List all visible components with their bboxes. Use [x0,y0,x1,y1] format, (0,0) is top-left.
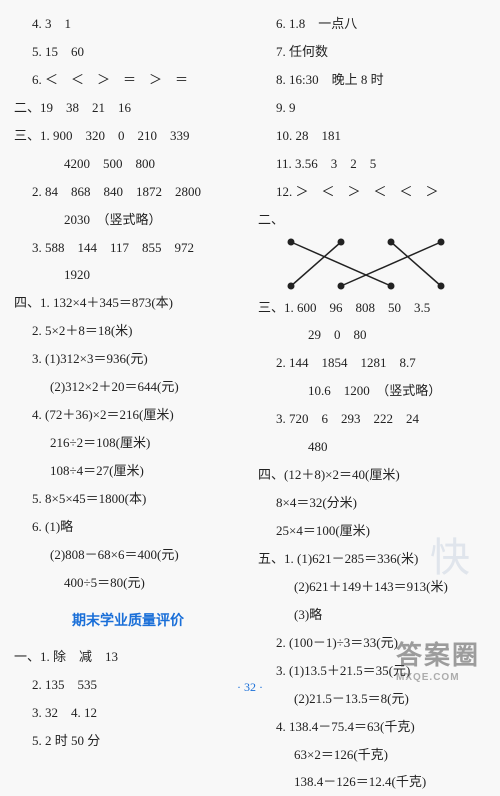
text-line: 三、1. 600 96 808 50 3.5 [258,294,486,322]
text-line: 108÷4＝27(厘米) [14,457,242,485]
text-line: 6. 1.8 一点八 [258,10,486,38]
text-line: 25×4＝100(厘米) [258,517,486,545]
left-column: 4. 3 1 5. 15 60 6. ＜ ＜ ＞ ＝ ＞ ＝ 二、19 38 2… [14,10,250,670]
text-line: 2. 144 1854 1281 8.7 [258,349,486,377]
text-line: 63×2＝126(千克) [258,741,486,769]
text-line: 四、1. 132×4＋345＝873(本) [14,289,242,317]
text-line: 400÷5＝80(元) [14,569,242,597]
text-line: 8×4＝32(分米) [258,489,486,517]
text-line: 四、(12＋8)×2＝40(厘米) [258,461,486,489]
section-title: 期末学业质量评价 [14,607,242,637]
text-line: 3. 588 144 117 855 972 [14,234,242,262]
text-line: 7. 任何数 [258,38,486,66]
page-number: · 32 · [0,680,500,695]
text-line: 9. 9 [258,94,486,122]
matching-svg [276,234,476,294]
text-line: 6. ＜ ＜ ＞ ＝ ＞ ＝ [14,66,242,94]
matching-diagram [276,234,486,294]
right-column: 6. 1.8 一点八 7. 任何数 8. 16:30 晚上 8 时 9. 9 1… [250,10,486,670]
text-line: 3. 720 6 293 222 24 [258,405,486,433]
text-line: 2. (100－1)÷3＝33(元) [258,629,486,657]
text-line: 5. 2 时 50 分 [14,727,242,755]
text-line: 5. 8×5×45＝1800(本) [14,485,242,513]
text-line: 1920 [14,261,242,289]
text-line: 480 [258,433,486,461]
text-line: 8. 16:30 晚上 8 时 [258,66,486,94]
text-line: 12. ＞ ＜ ＞ ＜ ＜ ＞ [258,178,486,206]
text-line: 10. 28 181 [258,122,486,150]
text-line: 6. (1)略 [14,513,242,541]
text-line: 11. 3.56 3 2 5 [258,150,486,178]
text-line: 4. (72＋36)×2＝216(厘米) [14,401,242,429]
text-line: 3. (1)312×3＝936(元) [14,345,242,373]
text-line: 216÷2＝108(厘米) [14,429,242,457]
text-line: 二、 [258,206,486,234]
text-line: 138.4－126＝12.4(千克) [258,768,486,796]
text-line: (2)621＋149＋143＝913(米) [258,573,486,601]
text-line: 10.6 1200 （竖式略） [258,377,486,405]
text-line: (2)312×2＋20＝644(元) [14,373,242,401]
text-line: 5. 15 60 [14,38,242,66]
text-line: 2. 84 868 840 1872 2800 [14,178,242,206]
text-line: 五、1. (1)621－285＝336(米) [258,545,486,573]
text-line: 29 0 80 [258,321,486,349]
text-line: (2)808－68×6＝400(元) [14,541,242,569]
text-line: 二、19 38 21 16 [14,94,242,122]
text-line: 4. 138.4－75.4＝63(千克) [258,713,486,741]
text-line: 4200 500 800 [14,150,242,178]
text-line: 4. 3 1 [14,10,242,38]
page: 4. 3 1 5. 15 60 6. ＜ ＜ ＞ ＝ ＞ ＝ 二、19 38 2… [0,0,500,670]
text-line: (3)略 [258,601,486,629]
text-line: 2030 （竖式略） [14,206,242,234]
text-line: 三、1. 900 320 0 210 339 [14,122,242,150]
text-line: 一、1. 除 减 13 [14,643,242,671]
text-line: 2. 5×2＋8＝18(米) [14,317,242,345]
